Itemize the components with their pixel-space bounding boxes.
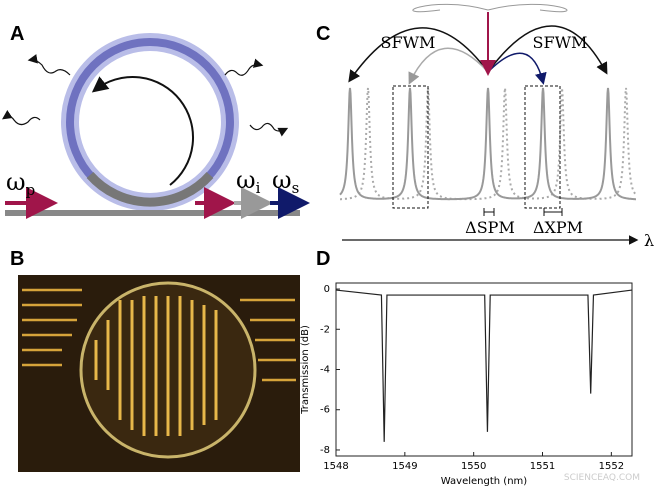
transmission-line: [335, 289, 633, 442]
photo-texture: [22, 288, 296, 382]
x-tick-label: 1550: [461, 461, 486, 472]
x-tick-label: 1549: [392, 461, 417, 472]
signal-gen-arrow: [487, 52, 547, 85]
ring-coupler: [86, 171, 214, 207]
spectrum: [339, 87, 637, 201]
circulation-arrow: [91, 76, 194, 186]
watermark: SCIENCEAQ.COM: [564, 473, 640, 483]
plot-frame: [335, 282, 633, 457]
pump-label: ωp: [6, 168, 35, 199]
y-tick-label: -8: [320, 445, 330, 456]
x-axis-label: Wavelength (nm): [441, 476, 527, 486]
shift-label: ΔXPM: [533, 218, 583, 237]
resonance: [339, 87, 636, 201]
x-tick-label: 1552: [599, 461, 624, 472]
dashed-box: [524, 85, 561, 209]
subscript: p: [26, 181, 36, 199]
shift-label: ΔSPM: [465, 218, 515, 237]
panel-label: B: [10, 248, 24, 270]
y-tick-label: 0: [324, 284, 330, 295]
y-axis-label: Transmission (dB): [300, 325, 311, 415]
symbol: ω: [6, 168, 26, 196]
shift-marker: [483, 208, 563, 216]
x-tick-label: 1551: [530, 461, 555, 472]
process-label: SFWM: [533, 33, 588, 52]
idler-label: ωi: [236, 166, 261, 197]
subscript: s: [292, 179, 300, 197]
pump-loop: [412, 3, 568, 13]
panel-label: A: [10, 23, 24, 45]
process-label: SFWM: [381, 33, 436, 52]
panel-label: C: [316, 23, 330, 45]
symbol: ω: [272, 166, 292, 194]
signal-label: ωs: [272, 166, 299, 197]
symbol: ω: [236, 166, 256, 194]
axis-label: λ: [644, 231, 654, 250]
scatter-arrows: [2, 54, 289, 137]
idler-gen-arrow: [408, 47, 489, 85]
sfwm-arrow: [348, 27, 489, 83]
subscript: i: [256, 179, 261, 197]
chart: 0 -2 -4 -6 -8 1548 1549 1550 1551 1552 Wavelength …: [300, 282, 633, 486]
panel-label: D: [316, 248, 330, 270]
y-tick-label: -4: [320, 365, 330, 376]
y-tick-label: -2: [320, 324, 330, 335]
x-tick-label: 1548: [323, 461, 348, 472]
dashed-box: [392, 85, 429, 209]
spiral-array: [94, 296, 218, 436]
sfwm-arrow: [487, 25, 608, 75]
y-tick-label: -6: [320, 405, 330, 416]
